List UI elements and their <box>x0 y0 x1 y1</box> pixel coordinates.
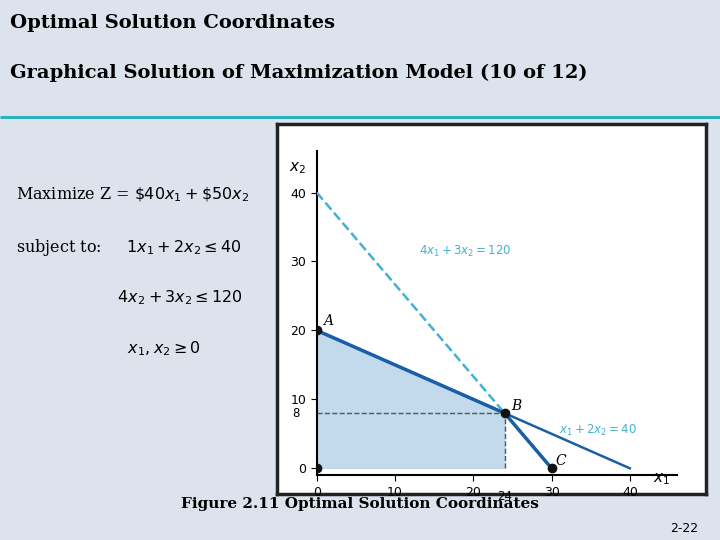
Text: 2-22: 2-22 <box>670 522 698 535</box>
Text: 24: 24 <box>497 490 512 503</box>
Text: $4x_2 + 3x_2 \leq 120$: $4x_2 + 3x_2 \leq 120$ <box>16 288 243 307</box>
Text: Graphical Solution of Maximization Model (10 of 12): Graphical Solution of Maximization Model… <box>10 64 588 83</box>
Text: $x_1, x_2 \geq 0$: $x_1, x_2 \geq 0$ <box>16 340 201 358</box>
Text: $x_1 + 2x_2 = 40$: $x_1 + 2x_2 = 40$ <box>559 423 637 438</box>
Polygon shape <box>317 330 505 468</box>
Text: C: C <box>556 454 566 468</box>
Text: 8: 8 <box>292 407 300 420</box>
Text: Figure 2.11 Optimal Solution Coordinates: Figure 2.11 Optimal Solution Coordinates <box>181 497 539 510</box>
Text: subject to:     $1x_1 + 2x_2 \leq 40$: subject to: $1x_1 + 2x_2 \leq 40$ <box>16 237 241 258</box>
Text: Optimal Solution Coordinates: Optimal Solution Coordinates <box>10 14 335 32</box>
Text: B: B <box>511 399 521 413</box>
Text: $x_2$: $x_2$ <box>289 160 306 176</box>
Text: A: A <box>323 314 333 328</box>
Text: $x_1$: $x_1$ <box>652 472 670 488</box>
Text: Maximize Z = $\$40x_1 + \$50x_2$: Maximize Z = $\$40x_1 + \$50x_2$ <box>16 186 249 204</box>
Text: $4x_1 + 3x_2 = 120$: $4x_1 + 3x_2 = 120$ <box>418 244 511 259</box>
